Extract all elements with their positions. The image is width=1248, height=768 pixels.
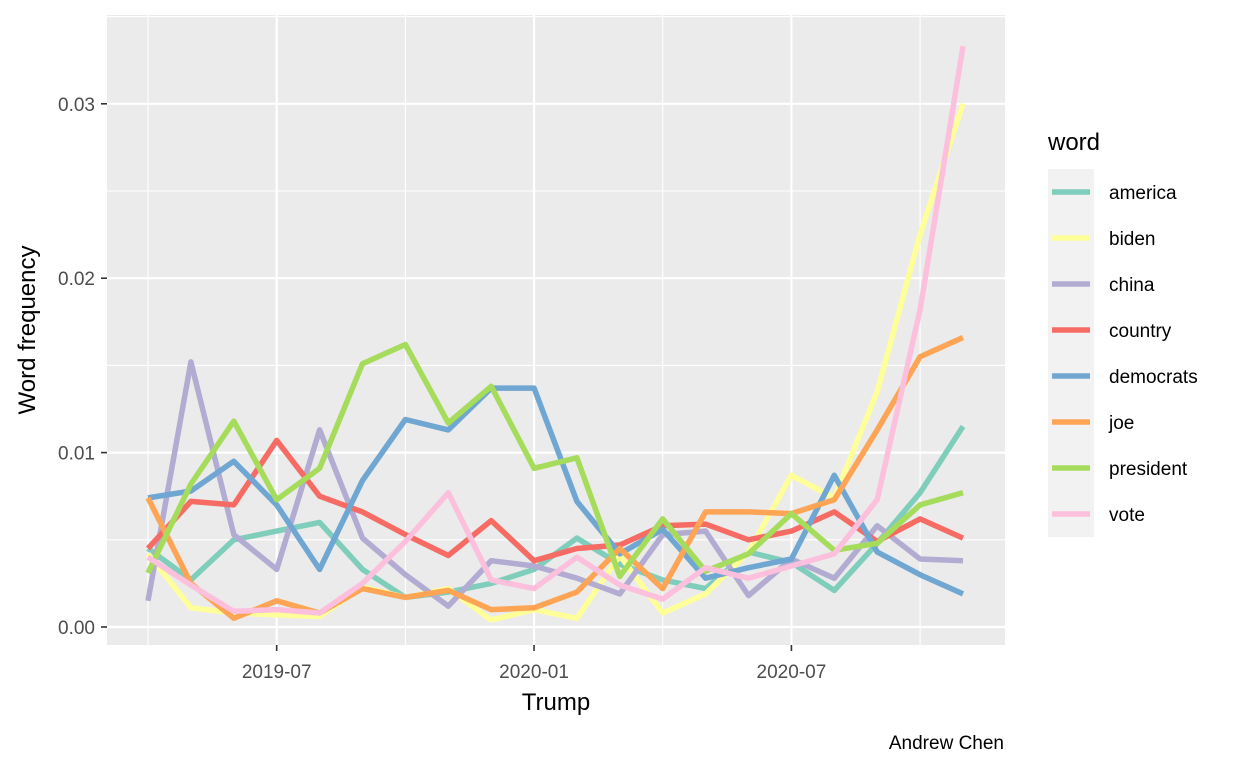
y-tick-label: 0.02: [58, 269, 95, 290]
legend: word america biden china country democrats jo…: [1047, 129, 1198, 537]
legend-item-america: america: [1048, 169, 1177, 215]
y-tick-labels: 0.00 0.01 0.02 0.03: [58, 95, 95, 639]
legend-label: biden: [1109, 229, 1156, 250]
series-line-democrats: [147, 385, 965, 597]
y-tick-label: 0.01: [58, 444, 95, 465]
x-tick-labels: 2019-07 2020-01 2020-07: [242, 662, 826, 683]
legend-label: vote: [1109, 505, 1145, 526]
series-lines: [145, 45, 966, 623]
x-tick-label: 2019-07: [242, 662, 312, 683]
minor-gridlines: [107, 15, 1005, 645]
legend-items: america biden china country democrats joe pres…: [1048, 169, 1198, 537]
legend-label: democrats: [1109, 367, 1198, 388]
legend-label: president: [1109, 459, 1188, 480]
chart-caption: Andrew Chen: [889, 733, 1004, 754]
legend-item-country: country: [1048, 307, 1172, 353]
x-tick-label: 2020-07: [757, 662, 827, 683]
legend-item-biden: biden: [1048, 215, 1156, 261]
legend-label: country: [1109, 321, 1172, 342]
y-tick-label: 0.03: [58, 95, 95, 116]
legend-item-joe: joe: [1048, 399, 1134, 445]
legend-label: america: [1109, 183, 1177, 204]
legend-item-president: president: [1048, 445, 1188, 491]
legend-label: joe: [1108, 413, 1134, 434]
series-line-joe: [145, 334, 965, 622]
legend-item-democrats: democrats: [1048, 353, 1198, 399]
legend-item-vote: vote: [1048, 491, 1145, 537]
series-line-president: [145, 341, 964, 580]
legend-item-china: china: [1048, 261, 1155, 307]
axis-ticks: [101, 103, 793, 651]
y-axis-title: Word frequency: [14, 246, 41, 415]
x-tick-label: 2020-01: [499, 662, 569, 683]
series-line-country: [145, 437, 965, 564]
x-axis-title: Trump: [522, 689, 590, 716]
y-tick-label: 0.00: [58, 618, 95, 639]
legend-label: china: [1109, 275, 1155, 296]
legend-title: word: [1047, 129, 1100, 156]
series-line-vote: [146, 45, 966, 616]
